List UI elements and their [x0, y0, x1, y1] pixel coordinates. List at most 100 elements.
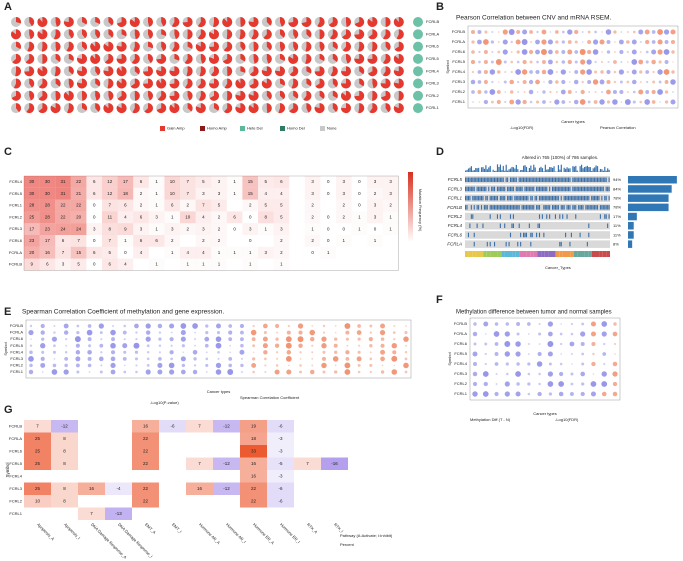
dot — [286, 369, 292, 375]
label: Symbol — [5, 462, 10, 477]
alteration — [473, 241, 475, 247]
dot — [51, 336, 58, 342]
dot — [134, 357, 138, 361]
alteration — [501, 186, 503, 192]
row-label: FCRL4 — [10, 349, 23, 354]
cell-value: 2 — [140, 203, 143, 208]
alteration — [517, 205, 519, 210]
cell-value: 3 — [389, 179, 392, 184]
pie-slice — [332, 53, 338, 62]
dot — [63, 330, 69, 335]
dot — [651, 40, 656, 44]
alteration — [488, 186, 490, 192]
alteration — [544, 177, 546, 182]
heat-cell — [70, 199, 87, 212]
top-bar — [592, 168, 594, 172]
dot — [599, 39, 605, 45]
dot — [580, 331, 586, 337]
heat-cell — [240, 420, 267, 433]
dot — [86, 329, 93, 336]
pie-slice — [116, 103, 127, 114]
dot — [252, 324, 255, 328]
alteration — [588, 186, 590, 192]
dot — [658, 60, 662, 64]
alteration — [527, 177, 529, 182]
legend-label: Homo Del — [287, 126, 305, 131]
dot — [535, 69, 540, 75]
dot — [606, 40, 611, 44]
dot — [573, 99, 579, 105]
dot — [495, 372, 498, 376]
pct-bar — [628, 185, 672, 193]
heat-cell — [267, 420, 294, 433]
top-bar — [533, 164, 535, 172]
dot — [181, 363, 186, 368]
alteration — [595, 177, 597, 182]
label: FCRLA — [426, 31, 439, 36]
dot — [612, 371, 618, 377]
heat-cell — [86, 187, 102, 200]
alteration — [530, 186, 532, 192]
pie-slice — [174, 29, 180, 40]
alteration — [570, 232, 572, 238]
dot — [264, 370, 267, 374]
alteration — [523, 205, 525, 210]
pie-slice — [63, 90, 74, 101]
pie-slice — [383, 53, 391, 64]
heat-cell — [102, 258, 118, 271]
heat-cell — [55, 246, 71, 259]
cell-value: 7 — [109, 203, 112, 208]
dot — [483, 321, 489, 327]
dot — [606, 69, 611, 75]
alteration — [549, 205, 551, 210]
top-bar — [549, 167, 551, 172]
dot — [53, 331, 56, 334]
cell-value: 3 — [311, 191, 314, 196]
dot — [357, 337, 361, 341]
heat-cell — [242, 187, 258, 200]
pie-slice — [157, 90, 167, 101]
pie-slice — [169, 90, 180, 101]
row-label: FCRL1 — [454, 391, 467, 396]
dot — [263, 350, 268, 355]
row-label: FCRL3 — [454, 371, 467, 376]
pie-slice — [66, 41, 74, 52]
alteration — [553, 205, 555, 210]
cancer-band — [577, 251, 581, 257]
top-bar — [466, 169, 468, 172]
panel-letter: G — [4, 404, 13, 416]
heat-cell — [336, 199, 352, 212]
alteration — [546, 177, 548, 182]
alteration — [578, 177, 580, 182]
alteration — [470, 214, 472, 219]
cell-value: 3 — [343, 179, 346, 184]
dot — [547, 321, 554, 327]
cell-value: 0 — [327, 238, 330, 243]
pie-slice — [29, 90, 35, 101]
dot — [606, 50, 611, 54]
row-label: FCRL3 — [452, 79, 465, 84]
alteration — [495, 205, 497, 210]
dot — [158, 351, 161, 354]
pie-slice — [288, 17, 299, 28]
heat-cell — [51, 482, 78, 495]
alteration — [530, 177, 532, 182]
alteration — [598, 186, 600, 192]
label: Symbol — [447, 352, 452, 365]
alteration — [486, 241, 488, 247]
top-bar — [480, 167, 483, 172]
dot — [333, 337, 338, 341]
legend-label: None — [327, 126, 337, 131]
alteration — [491, 205, 493, 210]
alteration — [538, 223, 541, 228]
dot — [626, 31, 629, 33]
dot — [40, 343, 46, 349]
cell-value: 2 — [280, 238, 283, 243]
dot — [600, 60, 604, 64]
cancer-band — [533, 251, 538, 257]
heat-cell — [211, 176, 227, 188]
legend-swatch — [280, 126, 285, 131]
top-bar — [470, 166, 472, 172]
dot — [489, 89, 496, 95]
cell-value: 3 — [311, 179, 314, 184]
